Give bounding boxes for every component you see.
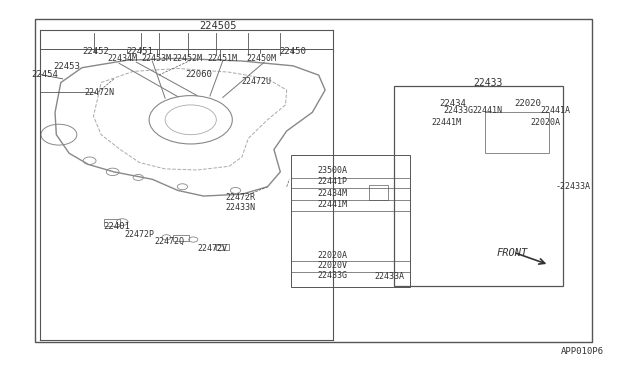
Text: 22450: 22450 <box>280 47 307 56</box>
Text: 22020: 22020 <box>514 99 541 108</box>
Bar <box>369 185 388 200</box>
Text: 22472Q: 22472Q <box>155 237 184 246</box>
Text: 22472P: 22472P <box>125 230 154 239</box>
Text: 22441A: 22441A <box>541 106 570 115</box>
Text: 22434M: 22434M <box>317 189 348 198</box>
Text: 22454: 22454 <box>31 70 58 79</box>
Text: 23500A: 23500A <box>317 166 348 175</box>
Text: 22433: 22433 <box>473 78 502 87</box>
Text: 22433A: 22433A <box>374 272 404 280</box>
Bar <box>485 112 549 153</box>
Text: 22472R: 22472R <box>225 193 255 202</box>
Text: 22451: 22451 <box>126 47 153 56</box>
Text: 22060: 22060 <box>185 70 212 79</box>
Text: 224505: 224505 <box>199 21 236 31</box>
Text: 22450M: 22450M <box>246 54 276 63</box>
Text: 22441N: 22441N <box>473 106 502 115</box>
Text: 22451M: 22451M <box>208 54 237 63</box>
Text: 22401: 22401 <box>103 222 130 231</box>
Text: 22452M: 22452M <box>173 54 202 63</box>
Text: 22020A: 22020A <box>531 118 561 126</box>
Text: 22434: 22434 <box>440 99 467 108</box>
Text: 22472U: 22472U <box>241 77 271 86</box>
Bar <box>291 155 410 287</box>
Text: 22433N: 22433N <box>225 203 255 212</box>
Text: FRONT: FRONT <box>497 248 527 258</box>
Bar <box>216 244 229 250</box>
Text: 22020A: 22020A <box>317 251 348 260</box>
Text: 22433G: 22433G <box>317 271 348 280</box>
Text: -22433A: -22433A <box>556 182 591 190</box>
Text: 22441M: 22441M <box>432 118 461 126</box>
Text: 22441P: 22441P <box>317 177 348 186</box>
Text: 22441M: 22441M <box>317 200 348 209</box>
Bar <box>104 219 120 226</box>
Text: 22434M: 22434M <box>108 54 138 63</box>
Text: 22472V: 22472V <box>198 244 227 253</box>
Bar <box>35 19 592 342</box>
Text: APP010P6: APP010P6 <box>561 347 604 356</box>
Text: 22472N: 22472N <box>84 88 114 97</box>
Bar <box>394 86 563 286</box>
Text: 22452: 22452 <box>83 47 109 56</box>
Text: 22433G: 22433G <box>444 106 473 115</box>
Text: 22453: 22453 <box>54 62 81 71</box>
Text: 22020V: 22020V <box>317 261 348 270</box>
Text: 22453M: 22453M <box>142 54 172 63</box>
Bar <box>173 235 189 241</box>
